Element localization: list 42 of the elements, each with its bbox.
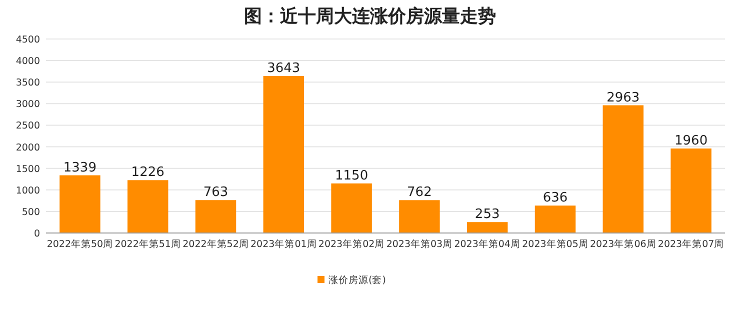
bar xyxy=(263,76,304,233)
x-tick-label: 2023年第04周 xyxy=(454,238,520,250)
x-tick-label: 2023年第05周 xyxy=(522,238,588,250)
bar xyxy=(534,206,576,233)
chart-title: 图：近十周大连涨价房源量走势 xyxy=(244,6,496,27)
x-tick-label: 2023年第06周 xyxy=(590,238,656,250)
data-label: 3643 xyxy=(267,60,300,76)
y-tick-label: 4500 xyxy=(16,34,40,46)
data-label: 1339 xyxy=(63,160,96,176)
x-tick-label: 2023年第03周 xyxy=(386,238,453,250)
bar xyxy=(60,175,100,233)
data-label: 762 xyxy=(407,185,432,200)
y-tick-label: 3500 xyxy=(16,78,40,89)
x-tick-label: 2023年第02周 xyxy=(318,238,385,250)
y-tick-label: 3000 xyxy=(16,99,40,110)
data-label: 1150 xyxy=(335,168,368,184)
data-label: 1960 xyxy=(674,134,708,148)
bar xyxy=(466,222,508,233)
y-tick-label: 2500 xyxy=(16,120,40,132)
y-tick-label: 500 xyxy=(22,206,40,218)
data-label: 2963 xyxy=(606,90,640,106)
x-tick-label: 2023年第01周 xyxy=(250,238,317,250)
y-tick-label: 0 xyxy=(34,228,40,240)
x-tick-label: 2022年第50周 xyxy=(46,238,114,250)
x-tick-label: 2022年第52周 xyxy=(182,238,249,250)
x-tick-label: 2022年第51周 xyxy=(114,238,181,250)
y-tick-label: 1500 xyxy=(16,164,40,175)
data-label: 763 xyxy=(203,185,228,200)
bar xyxy=(195,200,236,233)
data-label: 253 xyxy=(474,207,500,222)
data-label: 1226 xyxy=(131,165,164,180)
bar xyxy=(331,183,372,233)
bar xyxy=(670,148,712,233)
bar xyxy=(127,180,168,233)
data-label: 636 xyxy=(542,190,568,206)
y-tick-label: 2000 xyxy=(16,142,40,154)
bar xyxy=(602,105,644,233)
legend-label: 涨价房源(套) xyxy=(328,274,386,286)
y-tick-label: 1000 xyxy=(16,185,40,196)
x-tick-label: 2023年第07周 xyxy=(658,238,724,250)
bar xyxy=(399,200,440,233)
y-tick-label: 4000 xyxy=(16,56,40,68)
